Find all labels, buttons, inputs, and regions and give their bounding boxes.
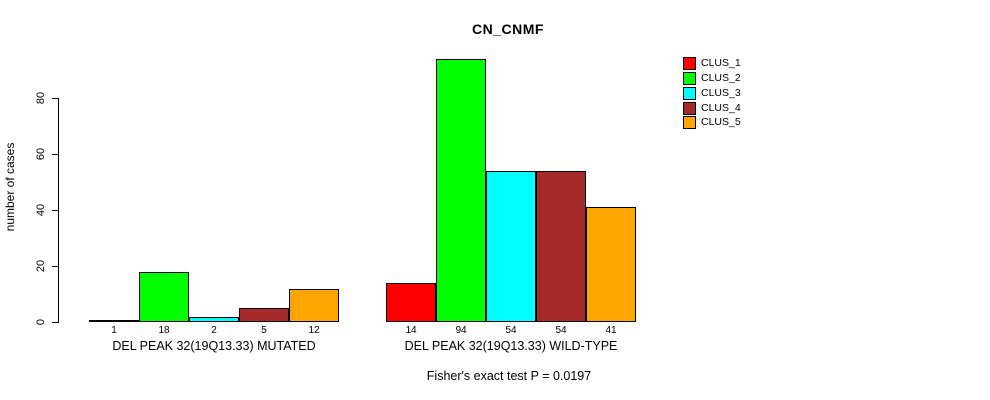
bar-clus_5-group1 <box>289 288 339 323</box>
legend-label-clus_4: CLUS_4 <box>701 101 741 114</box>
bar-value-label: 14 <box>405 324 417 336</box>
y-axis-tick <box>52 98 59 99</box>
x-axis-group-label: DEL PEAK 32(19Q13.33) WILD-TYPE <box>404 339 618 353</box>
bar-clus_3-group2 <box>486 170 536 323</box>
annotation-fisher-test: Fisher's exact test P = 0.0197 <box>426 369 592 383</box>
bar-clus_1-group2 <box>386 283 436 323</box>
y-axis-tick-label: 0 <box>35 319 47 326</box>
bar-value-label: 18 <box>158 324 170 336</box>
chart-title: CN_CNMF <box>472 21 544 37</box>
x-axis-group-label: DEL PEAK 32(19Q13.33) MUTATED <box>112 339 316 353</box>
legend-label-clus_1: CLUS_1 <box>701 57 741 69</box>
legend-swatch-clus_5 <box>683 116 696 130</box>
bar-clus_3-group1 <box>189 316 239 323</box>
legend-label-clus_5: CLUS_5 <box>701 116 741 129</box>
bar-value-label: 5 <box>261 324 267 336</box>
bar-value-label: 2 <box>211 324 217 336</box>
y-axis-tick <box>52 266 59 268</box>
bar-value-label: 94 <box>455 324 467 336</box>
bar-value-label: 54 <box>505 324 517 336</box>
y-axis-tick <box>52 210 59 212</box>
legend-label-clus_3: CLUS_3 <box>701 86 741 99</box>
legend-label-clus_2: CLUS_2 <box>701 71 741 84</box>
y-axis-tick-label: 20 <box>35 260 47 273</box>
bar-clus_4-group2 <box>536 170 586 323</box>
bar-clus_5-group2 <box>586 207 636 323</box>
y-axis-tick-label: 80 <box>35 91 47 105</box>
bar-clus_4-group1 <box>239 308 289 323</box>
legend-swatch-clus_3 <box>683 86 696 100</box>
bar-clus_2-group2 <box>436 58 486 323</box>
legend-swatch-clus_2 <box>683 71 696 85</box>
bar-value-label: 12 <box>308 324 320 336</box>
bar-value-label: 41 <box>605 324 617 336</box>
y-axis-title: number of cases <box>3 142 17 232</box>
y-axis-tick <box>52 322 59 324</box>
y-axis-tick-label: 40 <box>35 204 47 217</box>
y-axis-tick-label: 60 <box>35 147 47 161</box>
legend-swatch-clus_4 <box>683 101 696 115</box>
bar-clus_1-group1 <box>89 319 139 323</box>
bar-clus_2-group1 <box>139 271 189 323</box>
bar-value-label: 54 <box>555 324 567 336</box>
bar-value-label: 1 <box>111 324 117 336</box>
y-axis-tick <box>52 154 59 156</box>
legend-swatch-clus_1 <box>683 57 696 70</box>
